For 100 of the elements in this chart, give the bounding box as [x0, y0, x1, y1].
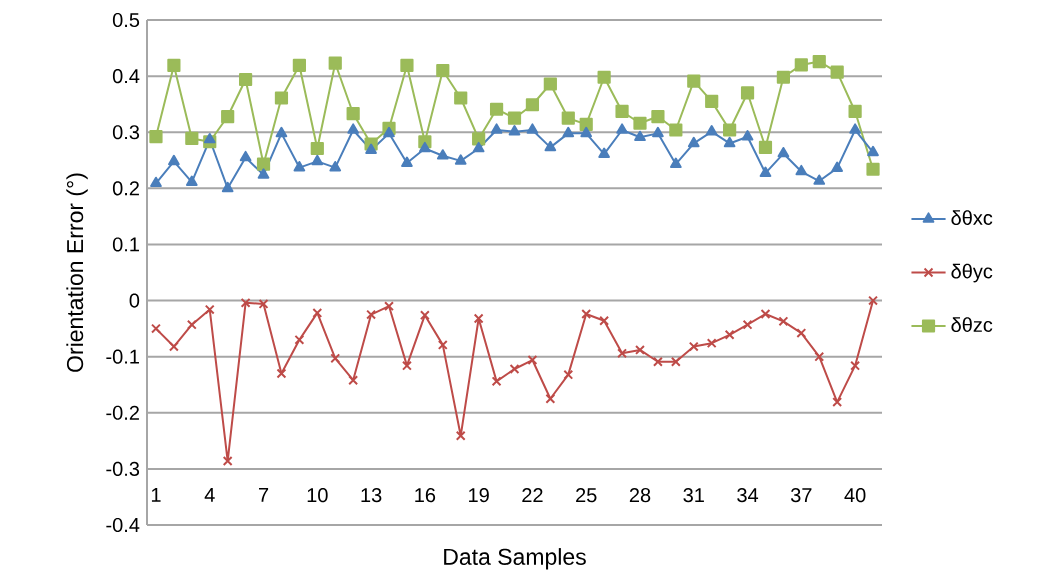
point: [185, 175, 198, 186]
point: [472, 141, 485, 153]
x-tick-label: 19: [469, 488, 489, 503]
point: [257, 168, 270, 179]
point: [436, 149, 449, 160]
point: [867, 145, 879, 157]
x-tick-label: 22: [522, 488, 543, 503]
point: [724, 329, 735, 340]
x-tick-label: 1: [151, 488, 161, 502]
point: [366, 309, 377, 320]
y-tick-label: 0: [129, 293, 140, 308]
point: [705, 125, 718, 136]
point: [527, 355, 538, 365]
x-tick-label: 13: [361, 488, 382, 503]
point: [617, 348, 628, 359]
point: [240, 297, 251, 308]
point: [508, 125, 521, 136]
point: [365, 143, 377, 154]
point: [525, 98, 540, 112]
point: [330, 353, 341, 364]
point: [848, 104, 862, 119]
y-tick-label: -0.4: [106, 517, 140, 533]
point: [563, 369, 574, 380]
point: [256, 157, 271, 171]
y-tick-label: -0.3: [106, 461, 140, 476]
point: [473, 313, 484, 324]
point: [168, 341, 179, 352]
point: [759, 166, 772, 177]
point: [329, 160, 342, 172]
y-tick-label: 0.2: [112, 181, 139, 196]
y-tick-label: 0.5: [112, 12, 140, 28]
point: [543, 77, 557, 91]
point: [760, 309, 771, 319]
point: [507, 111, 522, 125]
point: [384, 301, 394, 312]
point: [545, 393, 556, 404]
y-tick-label: -0.1: [106, 349, 139, 364]
point: [599, 315, 610, 326]
point: [723, 136, 736, 148]
point: [419, 310, 430, 321]
y-tick-label: 0.4: [112, 69, 140, 84]
point: [383, 126, 395, 138]
point: [167, 58, 181, 73]
point: [687, 136, 700, 148]
point: [796, 328, 807, 339]
point: [634, 130, 646, 142]
x-tick-label: 16: [415, 488, 436, 503]
point: [544, 140, 557, 152]
point: [328, 56, 342, 70]
point: [312, 307, 323, 318]
point: [795, 164, 808, 176]
point: [185, 131, 199, 145]
point: [347, 123, 360, 134]
point: [597, 70, 611, 84]
point: [670, 356, 681, 367]
point: [401, 360, 412, 371]
x-tick-label: 34: [737, 488, 759, 503]
point: [346, 107, 360, 121]
point: [849, 123, 861, 134]
point: [635, 344, 645, 355]
x-tick-label: 4: [204, 488, 215, 502]
point: [221, 109, 235, 124]
point: [150, 176, 162, 188]
point: [832, 397, 843, 408]
point: [239, 150, 252, 162]
point: [866, 162, 880, 176]
point: [222, 456, 233, 466]
point: [812, 54, 826, 69]
y-tick-label: -0.2: [106, 405, 139, 420]
point: [221, 181, 234, 193]
point: [669, 123, 683, 137]
point: [239, 72, 253, 87]
x-tick-label: 10: [307, 488, 328, 503]
point: [168, 154, 180, 166]
point: [509, 364, 520, 374]
point: [868, 295, 878, 306]
point: [472, 132, 486, 146]
point: [437, 339, 448, 350]
point: [831, 161, 844, 172]
point: [203, 132, 216, 144]
x-tick-label: 28: [629, 488, 651, 503]
point: [740, 86, 755, 100]
point: [149, 130, 163, 144]
point: [454, 91, 468, 105]
point: [186, 319, 197, 330]
point: [436, 63, 450, 78]
point: [401, 156, 413, 167]
point: [310, 141, 324, 156]
point: [669, 157, 682, 169]
point: [830, 65, 844, 79]
point: [454, 154, 467, 165]
x-tick-label: 37: [790, 488, 812, 503]
point: [455, 430, 466, 441]
point: [489, 102, 504, 116]
point: [562, 126, 575, 138]
point: [794, 58, 808, 72]
point: [741, 130, 754, 141]
point: [723, 123, 737, 137]
point: [776, 70, 790, 84]
x-tick-label: 7: [259, 488, 269, 502]
